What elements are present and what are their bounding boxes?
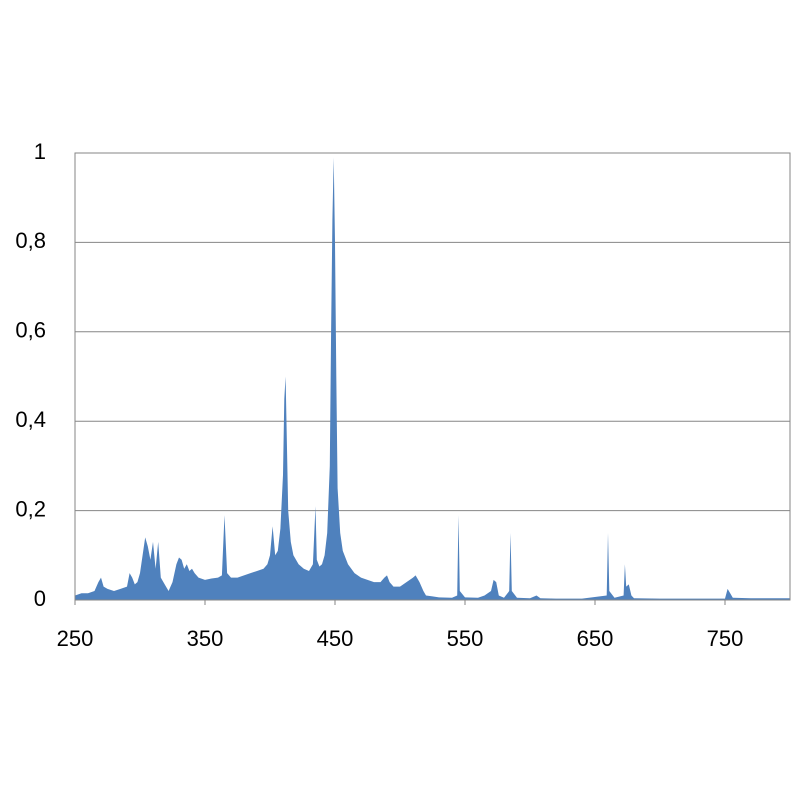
y-tick-label: 0,8	[15, 228, 46, 253]
x-tick-label: 750	[707, 626, 744, 651]
x-tick-label: 650	[577, 626, 614, 651]
x-tick-label: 250	[57, 626, 94, 651]
y-tick-label: 0,2	[15, 496, 46, 521]
x-tick-label: 450	[317, 626, 354, 651]
y-tick-label: 0,6	[15, 318, 46, 343]
area	[75, 157, 790, 600]
plot-frame	[74, 152, 791, 601]
y-tick-label: 0	[34, 586, 46, 611]
x-tick-label: 550	[447, 626, 484, 651]
y-tick-label: 0,4	[15, 407, 46, 432]
y-tick-label: 1	[34, 139, 46, 164]
x-tick-label: 350	[187, 626, 224, 651]
